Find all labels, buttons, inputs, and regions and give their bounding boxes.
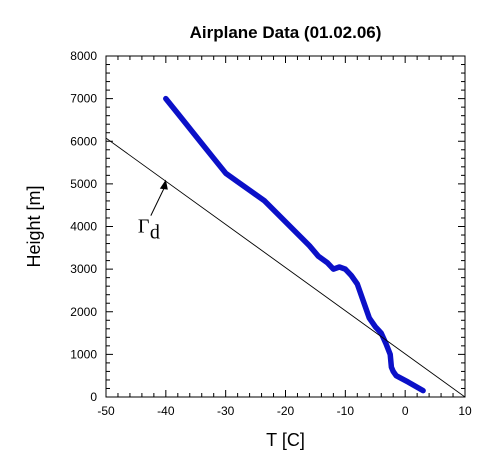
x-tick-label: 10 (458, 404, 472, 418)
annotation-gamma-label: Γ (138, 216, 150, 238)
x-tick-label: -20 (277, 404, 295, 418)
chart-title: Airplane Data (01.02.06) (190, 23, 382, 42)
x-tick-label: -30 (217, 404, 235, 418)
series-line-temperature (163, 95, 426, 394)
y-tick-label: 8000 (70, 49, 97, 63)
x-axis-label: T [C] (266, 430, 305, 450)
y-tick-label: 1000 (70, 347, 97, 361)
y-tick-label: 5000 (70, 177, 97, 191)
x-tick-label: -10 (337, 404, 355, 418)
y-tick-label: 7000 (70, 92, 97, 106)
y-tick-label: 3000 (70, 262, 97, 276)
y-tick-label: 2000 (70, 305, 97, 319)
annotation-arrow-shaft (150, 186, 166, 216)
x-tick-label: -40 (157, 404, 175, 418)
plot-frame (105, 55, 466, 398)
y-tick-label: 4000 (70, 220, 97, 234)
series-line-dry-adiabat (106, 137, 465, 397)
annotation-arrowhead (159, 179, 168, 190)
x-tick-label: -50 (97, 404, 115, 418)
plot-area: -50 -40 -30 -20 -10 0 10 0 1000 2000 3000 4000 5000 6… (70, 49, 472, 418)
y-axis-label: Height [m] (24, 185, 44, 267)
x-tick-label: 0 (402, 404, 409, 418)
y-tick-label: 0 (90, 390, 97, 404)
annotation-gamma-subscript: d (150, 222, 160, 244)
y-tick-label: 6000 (70, 134, 97, 148)
